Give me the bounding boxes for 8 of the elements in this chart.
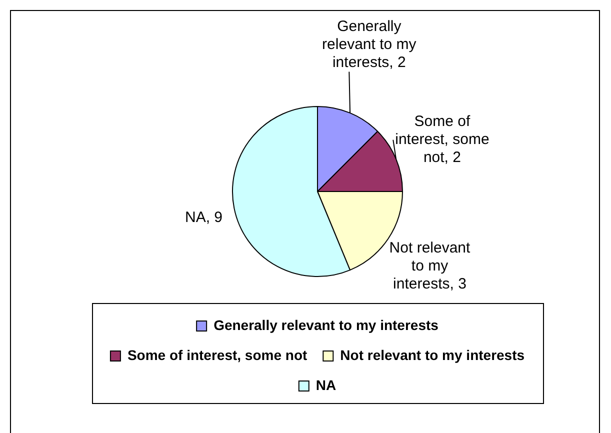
legend-label: NA	[316, 376, 336, 393]
legend-label: Generally relevant to my interests	[214, 316, 439, 333]
data-label: NA, 9	[184, 208, 222, 226]
legend-label: Not relevant to my interests	[340, 346, 525, 363]
legend-label: Some of interest, some not	[127, 346, 308, 363]
data-label: Not relevant to my interests, 3	[389, 240, 472, 293]
data-label: Some of interest, some not, 2	[395, 112, 490, 166]
data-label: Generally relevant to my interests, 2	[322, 18, 417, 71]
